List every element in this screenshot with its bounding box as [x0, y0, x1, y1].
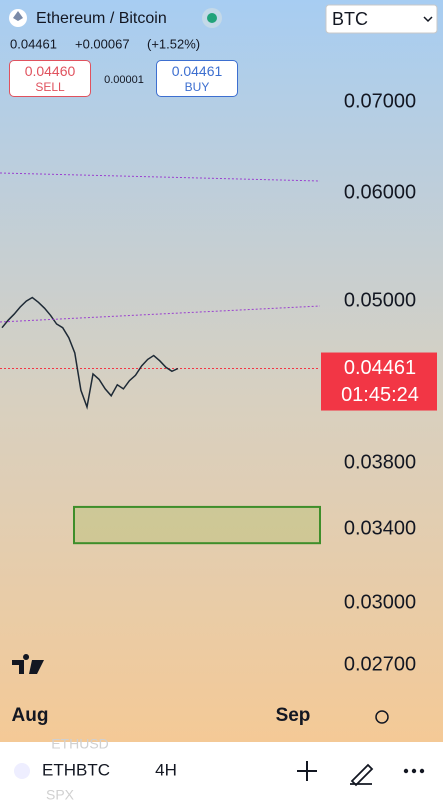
symbol-icon	[14, 763, 30, 779]
ghost-symbol: SPX	[46, 787, 75, 800]
y-tick-label: 0.06000	[344, 182, 416, 204]
chevron	[423, 16, 433, 23]
x-label: Sep	[276, 705, 311, 726]
x-label: Aug	[12, 705, 49, 726]
settings-icon[interactable]	[375, 710, 389, 724]
zone	[73, 505, 321, 545]
last-price-box	[321, 352, 437, 411]
countdown: 01:45:24	[341, 384, 419, 406]
status-dot	[207, 13, 217, 23]
trendline	[0, 172, 321, 182]
spread: 0.00001	[104, 74, 144, 86]
add-icon[interactable]	[297, 761, 317, 781]
eth-icon	[13, 11, 23, 21]
y-tick-label: 0.07000	[344, 90, 416, 112]
ghost-symbol: ETHUSD	[51, 736, 109, 752]
buy-label: BUY	[184, 80, 210, 94]
y-tick-label: 0.02700	[344, 654, 416, 676]
currency: BTC	[332, 9, 368, 29]
change-pct: (+1.52%)	[147, 36, 200, 51]
symbol-title: Ethereum / Bitcoin	[36, 10, 167, 27]
interval[interactable]: 4H	[155, 760, 177, 779]
sell-price: 0.04460	[24, 63, 76, 79]
buy-button[interactable]: 0.04461 BUY	[156, 60, 238, 97]
y-tick-label: 0.03000	[344, 591, 416, 613]
y-tick-label: 0.05000	[344, 289, 416, 311]
sell-button[interactable]: 0.04460 SELL	[9, 60, 91, 97]
buy-price: 0.04461	[171, 63, 223, 79]
trendline	[0, 305, 321, 323]
price-line	[1, 296, 179, 410]
last-price-label: 0.04461	[344, 357, 416, 379]
tv-logo	[12, 654, 44, 674]
currency-select[interactable]	[325, 4, 438, 34]
last-price: 0.04461	[10, 36, 57, 51]
more-icon[interactable]	[403, 768, 425, 774]
y-tick-label: 0.03400	[344, 517, 416, 539]
sell-label: SELL	[35, 80, 65, 94]
draw-icon[interactable]	[350, 763, 374, 787]
change: +0.00067	[75, 36, 130, 51]
footer-symbol[interactable]: ETHBTC	[42, 760, 110, 779]
y-tick-label: 0.03800	[344, 452, 416, 474]
